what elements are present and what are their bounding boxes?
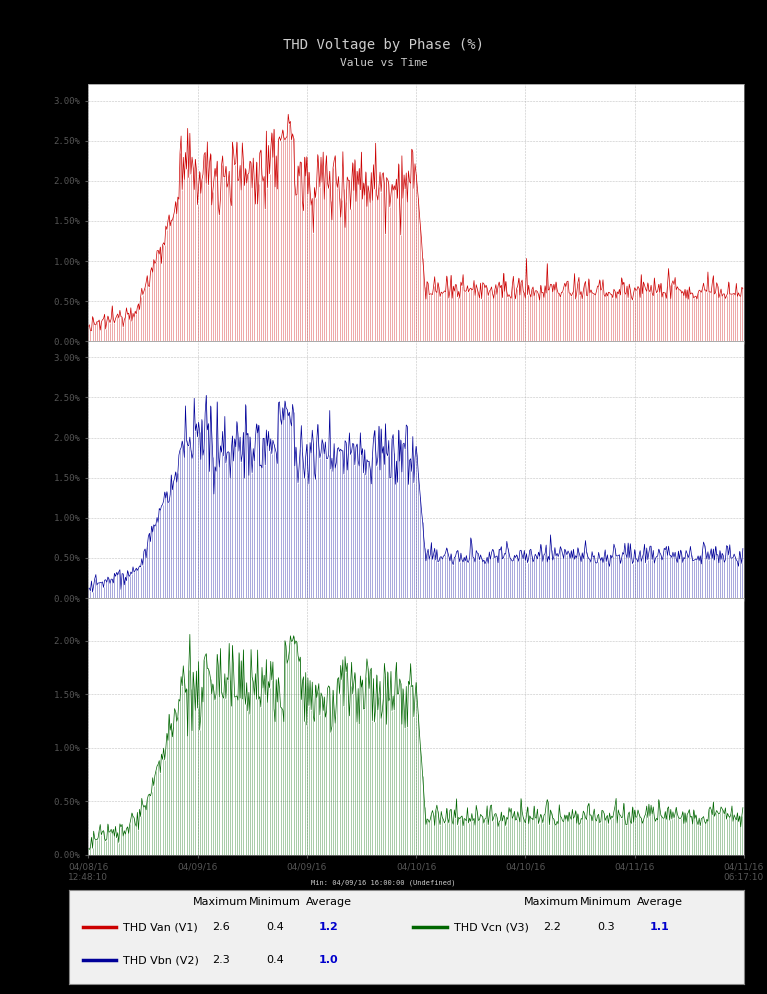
Text: THD Voltage by Phase (%): THD Voltage by Phase (%) [283, 38, 484, 52]
Text: Minimum: Minimum [580, 898, 631, 908]
Text: Min: 04/09/16 16:00:00 (Undefined): Min: 04/09/16 16:00:00 (Undefined) [311, 880, 456, 887]
Text: 1.1: 1.1 [650, 922, 670, 932]
Text: 0.4: 0.4 [266, 955, 284, 965]
Text: 1.2: 1.2 [319, 922, 339, 932]
Text: THD Van (V1): THD Van (V1) [123, 922, 198, 932]
Text: Value vs Time: Value vs Time [340, 58, 427, 68]
Text: 2.2: 2.2 [543, 922, 561, 932]
Text: 0.4: 0.4 [266, 922, 284, 932]
Text: 1.0: 1.0 [319, 955, 339, 965]
Text: Maximum: Maximum [193, 898, 249, 908]
Text: Average: Average [637, 898, 683, 908]
Text: 0.3: 0.3 [597, 922, 614, 932]
Text: THD Vbn (V2): THD Vbn (V2) [123, 955, 199, 965]
Text: Average: Average [306, 898, 352, 908]
Text: THD Vcn (V3): THD Vcn (V3) [454, 922, 528, 932]
Text: 2.3: 2.3 [212, 955, 230, 965]
Text: 2.6: 2.6 [212, 922, 230, 932]
Text: Maximum: Maximum [524, 898, 579, 908]
Text: Minimum: Minimum [249, 898, 301, 908]
